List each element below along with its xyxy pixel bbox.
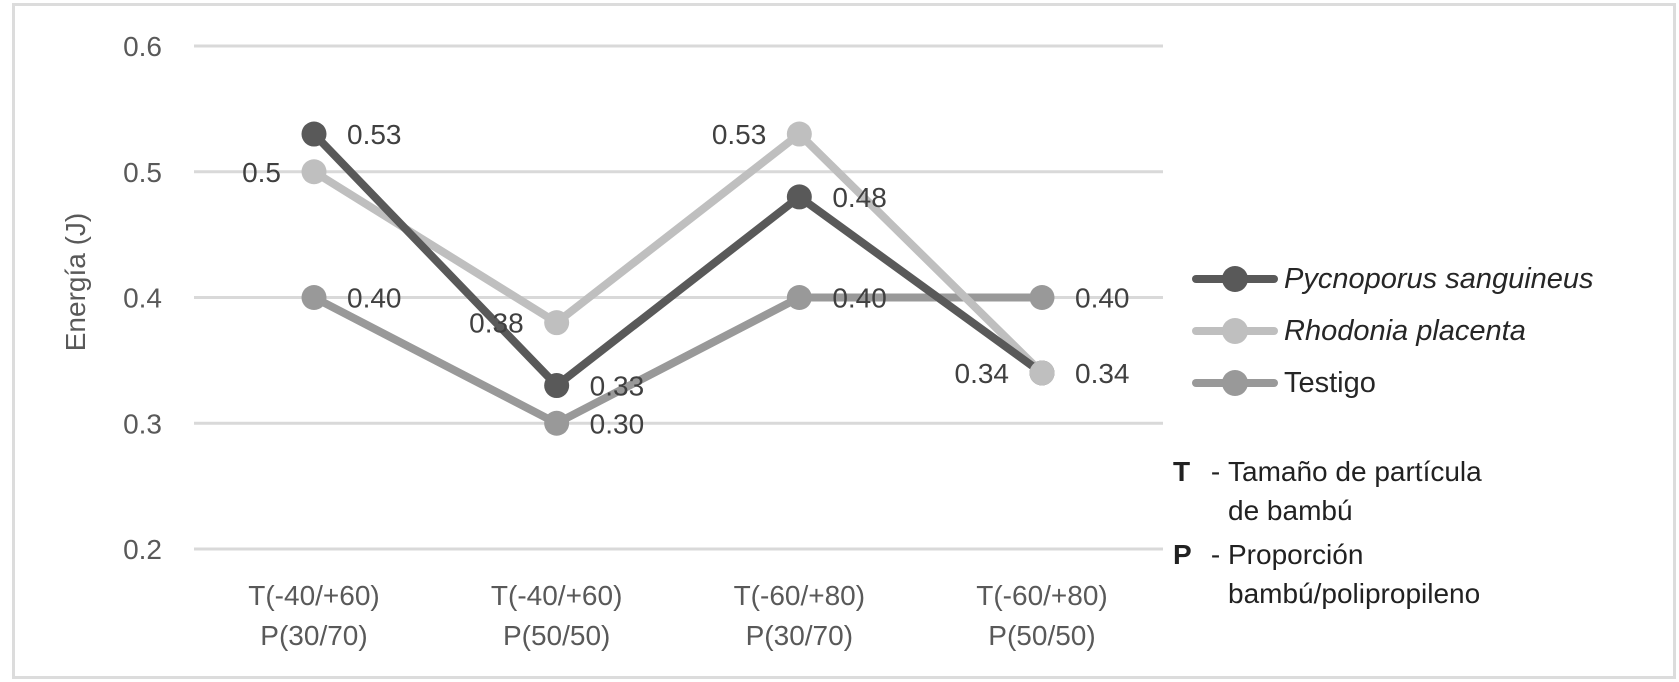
note-row-t: T - Tamaño de partícula de bambú [1173,452,1653,530]
series-line-rhodonia-placenta [310,130,1046,377]
legend-line-marker-icon [1192,266,1278,292]
data-point-label: 0.40 [1075,283,1130,314]
data-point-label: 0.30 [590,408,645,439]
note-term: T [1173,456,1191,487]
data-point [301,121,327,147]
data-point [1029,360,1055,386]
x-category-label: T(-40/+60) P(50/50) [491,580,623,651]
data-point-label: 0.33 [590,371,645,402]
legend-item-testigo: Testigo [1192,360,1594,406]
note-row-p: P - Proporción bambú/polipropileno [1173,535,1653,613]
legend-label: Testigo [1284,366,1376,399]
series-line-pycnoporus-sanguineus [310,130,1046,390]
data-point [786,285,812,310]
data-point [1029,285,1055,310]
y-tick-label: 0.6 [123,31,162,62]
x-category-label: T(-60/+80) P(30/70) [734,580,866,651]
data-point [301,285,327,310]
abbreviation-notes: T - Tamaño de partícula de bambú P - Pro… [1173,452,1653,613]
note-term: P [1173,539,1192,570]
note-definition: Tamaño de partícula de bambú [1228,452,1653,530]
data-point [544,310,570,336]
data-point-label: 0.53 [712,119,767,150]
y-tick-label: 0.4 [123,283,162,314]
legend-line-marker-icon [1192,318,1278,344]
legend-label: Pycnoporus sanguineus [1284,262,1594,295]
data-point [786,121,812,147]
data-point [301,159,327,185]
data-point-label: 0.40 [832,283,887,314]
data-point [544,410,570,436]
x-category-label: T(-60/+80) P(50/50) [976,580,1108,651]
data-point-label: 0.40 [347,283,402,314]
data-point-label: 0.53 [347,119,402,150]
chart-legend: Pycnoporus sanguineus Rhodonia placenta … [1192,256,1594,412]
legend-line-marker-icon [1192,370,1278,396]
note-definition-line: bambú/polipropileno [1228,578,1481,609]
legend-label: Rhodonia placenta [1284,314,1526,347]
series-line-testigo [310,293,1046,428]
legend-item-rhodonia: Rhodonia placenta [1192,308,1594,354]
data-point [786,184,812,210]
legend-item-pycnoporus: Pycnoporus sanguineus [1192,256,1594,302]
data-point-label: 0.34 [1075,358,1130,389]
data-point-label: 0.48 [832,182,887,213]
x-category-label: T(-40/+60) P(30/70) [248,580,380,651]
data-point-label: 0.5 [242,157,281,188]
y-tick-label: 0.2 [123,534,162,565]
y-tick-label: 0.5 [123,157,162,188]
note-definition: Proporción bambú/polipropileno [1228,535,1653,613]
data-point-label: 0.38 [469,308,524,339]
data-point [544,373,570,399]
note-separator: - [1210,539,1221,570]
data-point-label: 0.34 [955,358,1010,389]
y-tick-label: 0.3 [123,408,162,439]
note-separator: - [1210,456,1221,487]
note-definition-line: de bambú [1228,495,1353,526]
note-definition-line: Proporción [1228,539,1364,570]
note-definition-line: Tamaño de partícula [1228,456,1482,487]
y-axis-title: Energía (J) [60,213,91,352]
